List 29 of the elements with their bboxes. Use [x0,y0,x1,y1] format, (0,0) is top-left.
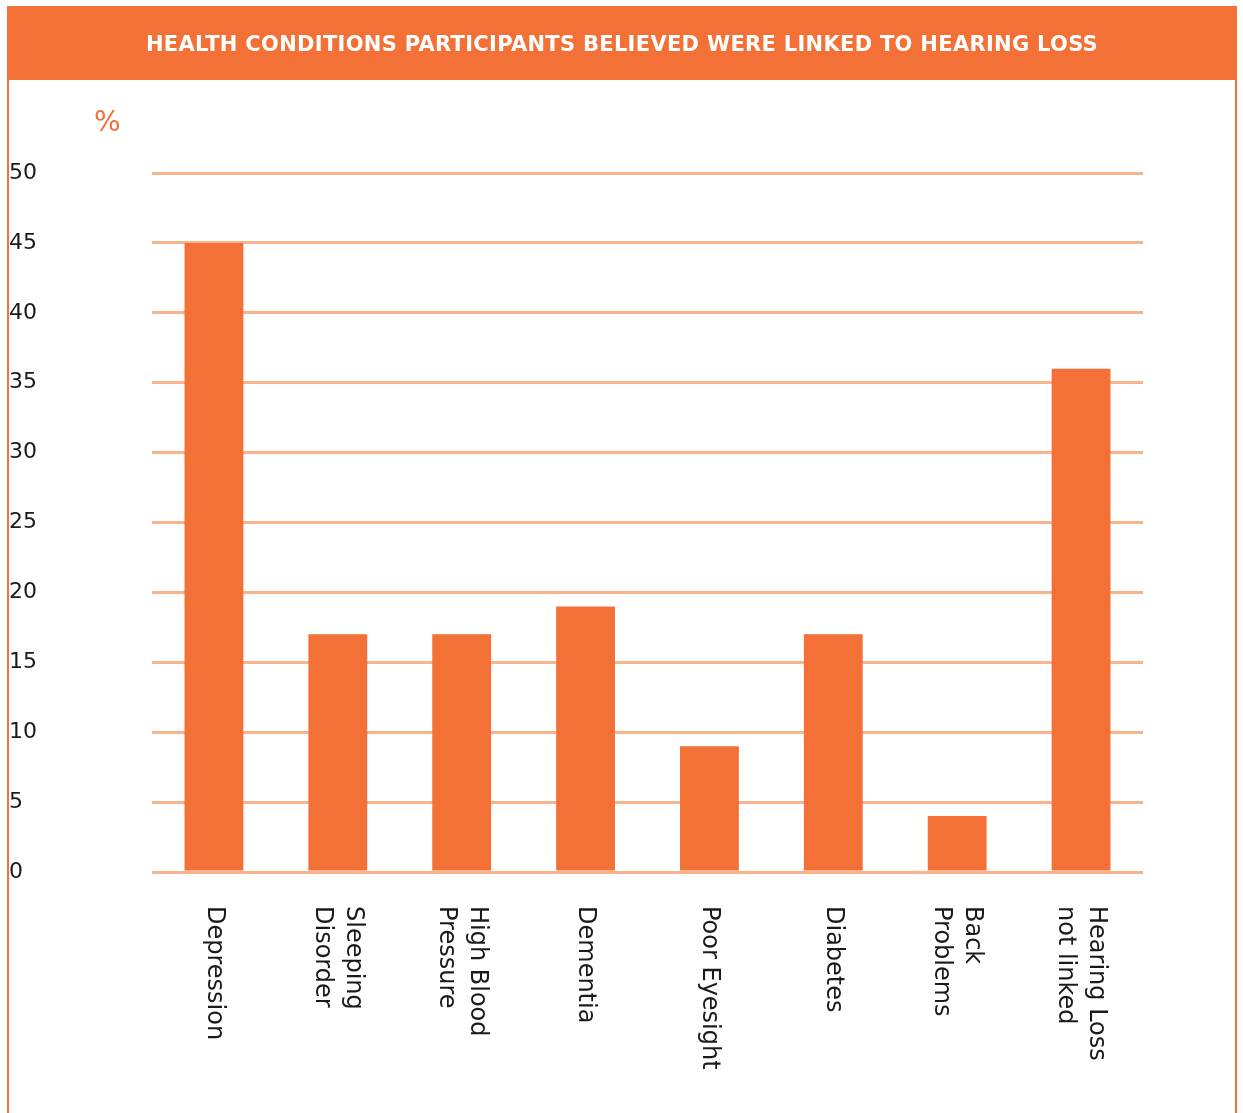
x-tick-label: Dementia [573,906,602,1024]
y-tick-label: 50 [9,158,37,184]
x-tick-label: Poor Eyesight [697,906,726,1070]
bar [927,816,987,871]
x-tick-label: Back Problems [929,906,989,1017]
chart-title: HEALTH CONDITIONS PARTICIPANTS BELIEVED WERE LINKED TO HEARING LOSS [9,8,1235,80]
bar [432,634,492,871]
x-tick-label: Sleeping Disorder [310,906,370,1010]
bar [680,746,739,871]
bar [184,242,244,871]
y-tick-label: 45 [9,228,37,254]
x-tick-label: High Blood Pressure [433,906,493,1037]
y-tick-label: 10 [9,717,37,743]
bar [556,606,615,871]
bar [1051,368,1111,871]
y-tick-label: 25 [9,508,37,534]
x-tick-label: Diabetes [821,906,850,1013]
y-tick-label: 15 [9,648,37,674]
y-tick-label: 5 [9,787,23,813]
bar [803,634,863,871]
bar [308,634,368,871]
y-tick-label: 35 [9,368,37,394]
x-tick-label: Hearing Loss not linked [1053,906,1113,1061]
y-tick-label: 40 [9,298,37,324]
y-tick-label: 0 [9,857,23,883]
y-tick-label: 30 [9,438,37,464]
y-axis-title: % [94,105,121,139]
x-tick-label: Depression [201,906,230,1041]
y-tick-label: 20 [9,578,37,604]
